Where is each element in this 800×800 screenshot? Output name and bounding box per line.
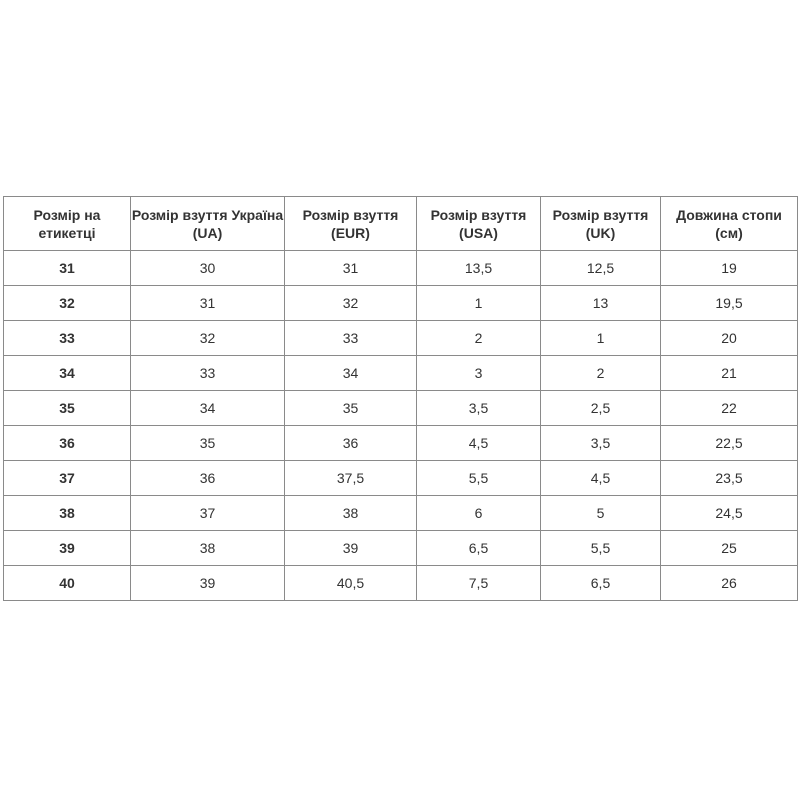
table-row: 39 38 39 6,5 5,5 25 — [3, 530, 798, 566]
table-cell: 4,5 — [540, 460, 661, 496]
table-cell: 39 — [284, 530, 417, 566]
table-cell: 7,5 — [416, 565, 541, 601]
table-cell: 32 — [130, 320, 285, 356]
table-cell: 19,5 — [660, 285, 798, 321]
column-header: Розмір на етикетці — [3, 196, 131, 251]
table-cell: 26 — [660, 565, 798, 601]
table-cell: 30 — [130, 250, 285, 286]
table-cell: 35 — [3, 390, 131, 426]
table-cell: 37 — [3, 460, 131, 496]
table-row: 32 31 32 1 13 19,5 — [3, 285, 798, 321]
table-cell: 20 — [660, 320, 798, 356]
table-cell: 25 — [660, 530, 798, 566]
table-cell: 40,5 — [284, 565, 417, 601]
table-cell: 3 — [416, 355, 541, 391]
table-cell: 5 — [540, 495, 661, 531]
table-row: 38 37 38 6 5 24,5 — [3, 495, 798, 531]
table-cell: 12,5 — [540, 250, 661, 286]
table-row: 31 30 31 13,5 12,5 19 — [3, 250, 798, 286]
header-row: Розмір на етикетці Розмір взуття Україна … — [3, 196, 798, 251]
table-cell: 36 — [284, 425, 417, 461]
table-cell: 38 — [130, 530, 285, 566]
table-cell: 22 — [660, 390, 798, 426]
table-row: 33 32 33 2 1 20 — [3, 320, 798, 356]
table-cell: 40 — [3, 565, 131, 601]
table-cell: 2 — [540, 355, 661, 391]
table-cell: 6 — [416, 495, 541, 531]
table-cell: 36 — [130, 460, 285, 496]
table-cell: 23,5 — [660, 460, 798, 496]
table-cell: 36 — [3, 425, 131, 461]
table-cell: 33 — [3, 320, 131, 356]
table-cell: 3,5 — [416, 390, 541, 426]
table-cell: 24,5 — [660, 495, 798, 531]
table-cell: 32 — [3, 285, 131, 321]
table-cell: 38 — [284, 495, 417, 531]
table-row: 34 33 34 3 2 21 — [3, 355, 798, 391]
table-cell: 19 — [660, 250, 798, 286]
table-cell: 33 — [130, 355, 285, 391]
table-cell: 31 — [3, 250, 131, 286]
table-cell: 3,5 — [540, 425, 661, 461]
table-cell: 34 — [3, 355, 131, 391]
column-header: Розмір взуття (EUR) — [284, 196, 417, 251]
column-header: Розмір взуття (UK) — [540, 196, 661, 251]
table-row: 36 35 36 4,5 3,5 22,5 — [3, 425, 798, 461]
table-cell: 1 — [540, 320, 661, 356]
column-header: Розмір взуття (USA) — [416, 196, 541, 251]
table-cell: 2,5 — [540, 390, 661, 426]
table-cell: 22,5 — [660, 425, 798, 461]
table-cell: 34 — [130, 390, 285, 426]
table-cell: 5,5 — [540, 530, 661, 566]
table-cell: 31 — [130, 285, 285, 321]
table-cell: 2 — [416, 320, 541, 356]
table-cell: 37,5 — [284, 460, 417, 496]
table-cell: 35 — [130, 425, 285, 461]
table-cell: 39 — [3, 530, 131, 566]
table-cell: 13,5 — [416, 250, 541, 286]
column-header: Розмір взуття Україна (UA) — [130, 196, 285, 251]
table-row: 37 36 37,5 5,5 4,5 23,5 — [3, 460, 798, 496]
table-cell: 6,5 — [540, 565, 661, 601]
table-cell: 1 — [416, 285, 541, 321]
table-cell: 34 — [284, 355, 417, 391]
table-cell: 31 — [284, 250, 417, 286]
table-cell: 13 — [540, 285, 661, 321]
table-cell: 21 — [660, 355, 798, 391]
table-cell: 32 — [284, 285, 417, 321]
table-cell: 37 — [130, 495, 285, 531]
column-header: Довжина стопи (см) — [660, 196, 798, 251]
size-chart-table: Розмір на етикетці Розмір взуття Україна … — [3, 196, 798, 601]
table-cell: 5,5 — [416, 460, 541, 496]
table-cell: 33 — [284, 320, 417, 356]
table-row: 35 34 35 3,5 2,5 22 — [3, 390, 798, 426]
table-cell: 35 — [284, 390, 417, 426]
table-row: 40 39 40,5 7,5 6,5 26 — [3, 565, 798, 601]
table-cell: 38 — [3, 495, 131, 531]
table-cell: 4,5 — [416, 425, 541, 461]
table-cell: 39 — [130, 565, 285, 601]
table-cell: 6,5 — [416, 530, 541, 566]
